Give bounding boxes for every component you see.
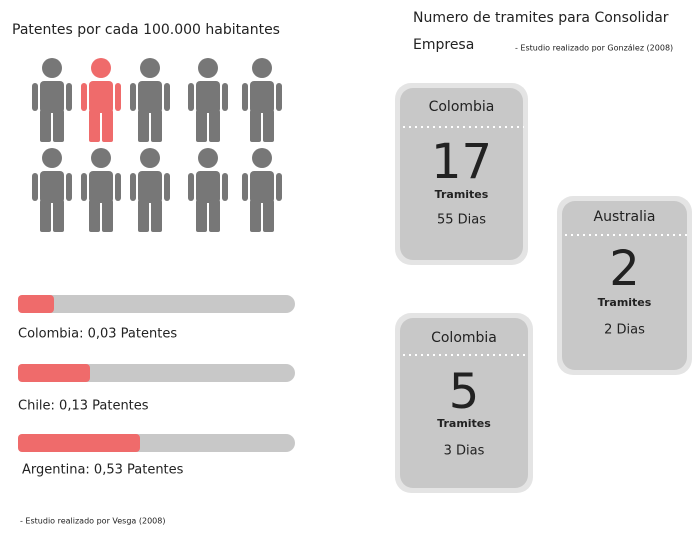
- person-head: [252, 58, 272, 78]
- bar-fill: [18, 295, 54, 313]
- person-head: [91, 58, 111, 78]
- card-number: 5: [449, 364, 480, 420]
- person-head: [252, 148, 272, 168]
- right-title: Empresa: [413, 37, 474, 53]
- person-arm: [32, 173, 38, 201]
- card-country: Colombia: [431, 330, 497, 346]
- card-country: Colombia: [429, 99, 495, 115]
- person-leg: [89, 110, 100, 142]
- person-arm: [188, 173, 194, 201]
- bar-fill: [18, 364, 90, 382]
- person-body: [250, 171, 274, 203]
- person-head: [140, 148, 160, 168]
- card-number: 2: [609, 241, 640, 297]
- person-arm: [222, 83, 228, 111]
- card-country: Australia: [594, 209, 656, 225]
- card-number: 17: [431, 134, 492, 190]
- person-leg: [53, 200, 64, 232]
- person-arm: [222, 173, 228, 201]
- person-arm: [242, 83, 248, 111]
- person-head: [198, 58, 218, 78]
- person-leg: [151, 110, 162, 142]
- card-days: 55 Dias: [437, 213, 486, 228]
- person-arm: [81, 83, 87, 111]
- person-arm: [66, 83, 72, 111]
- person-arm: [66, 173, 72, 201]
- card-days: 2 Dias: [604, 323, 645, 338]
- person-body: [250, 81, 274, 113]
- person-leg: [102, 110, 113, 142]
- person-leg: [250, 110, 261, 142]
- person-leg: [138, 200, 149, 232]
- person-head: [42, 58, 62, 78]
- person-head: [198, 148, 218, 168]
- card-unit: Tramites: [598, 296, 652, 309]
- person-body: [40, 171, 64, 203]
- person-leg: [40, 110, 51, 142]
- person-arm: [81, 173, 87, 201]
- card: [400, 318, 528, 488]
- person-leg: [196, 200, 207, 232]
- person-arm: [130, 83, 136, 111]
- person-leg: [263, 200, 274, 232]
- right-source: - Estudio realizado por González (2008): [515, 44, 673, 53]
- bar-label: Chile: 0,13 Patentes: [18, 399, 149, 414]
- person-arm: [130, 173, 136, 201]
- person-leg: [102, 200, 113, 232]
- person-leg: [89, 200, 100, 232]
- left-source: - Estudio realizado por Vesga (2008): [20, 517, 165, 526]
- person-leg: [250, 200, 261, 232]
- bar-track: [18, 295, 295, 313]
- person-arm: [188, 83, 194, 111]
- bar-fill: [18, 434, 140, 452]
- person-arm: [242, 173, 248, 201]
- person-head: [91, 148, 111, 168]
- person-leg: [151, 200, 162, 232]
- person-arm: [276, 83, 282, 111]
- card: [562, 201, 687, 370]
- bar-label: Colombia: 0,03 Patentes: [18, 327, 177, 342]
- person-leg: [138, 110, 149, 142]
- person-head: [42, 148, 62, 168]
- person-body: [89, 171, 113, 203]
- card: [400, 88, 523, 260]
- bar-label: Argentina: 0,53 Patentes: [22, 463, 184, 478]
- card-unit: Tramites: [437, 417, 491, 430]
- left-title: Patentes por cada 100.000 habitantes: [12, 22, 280, 38]
- person-body: [196, 81, 220, 113]
- person-leg: [53, 110, 64, 142]
- person-leg: [40, 200, 51, 232]
- card-days: 3 Dias: [444, 444, 485, 459]
- person-body: [138, 81, 162, 113]
- person-head: [140, 58, 160, 78]
- right-title: Numero de tramites para Consolidar: [413, 10, 669, 26]
- person-arm: [32, 83, 38, 111]
- card-unit: Tramites: [435, 188, 489, 201]
- person-arm: [115, 83, 121, 111]
- person-leg: [209, 110, 220, 142]
- person-body: [138, 171, 162, 203]
- person-arm: [164, 173, 170, 201]
- person-leg: [196, 110, 207, 142]
- person-arm: [276, 173, 282, 201]
- person-body: [196, 171, 220, 203]
- person-body: [89, 81, 113, 113]
- person-body: [40, 81, 64, 113]
- person-leg: [209, 200, 220, 232]
- person-arm: [115, 173, 121, 201]
- person-arm: [164, 83, 170, 111]
- person-leg: [263, 110, 274, 142]
